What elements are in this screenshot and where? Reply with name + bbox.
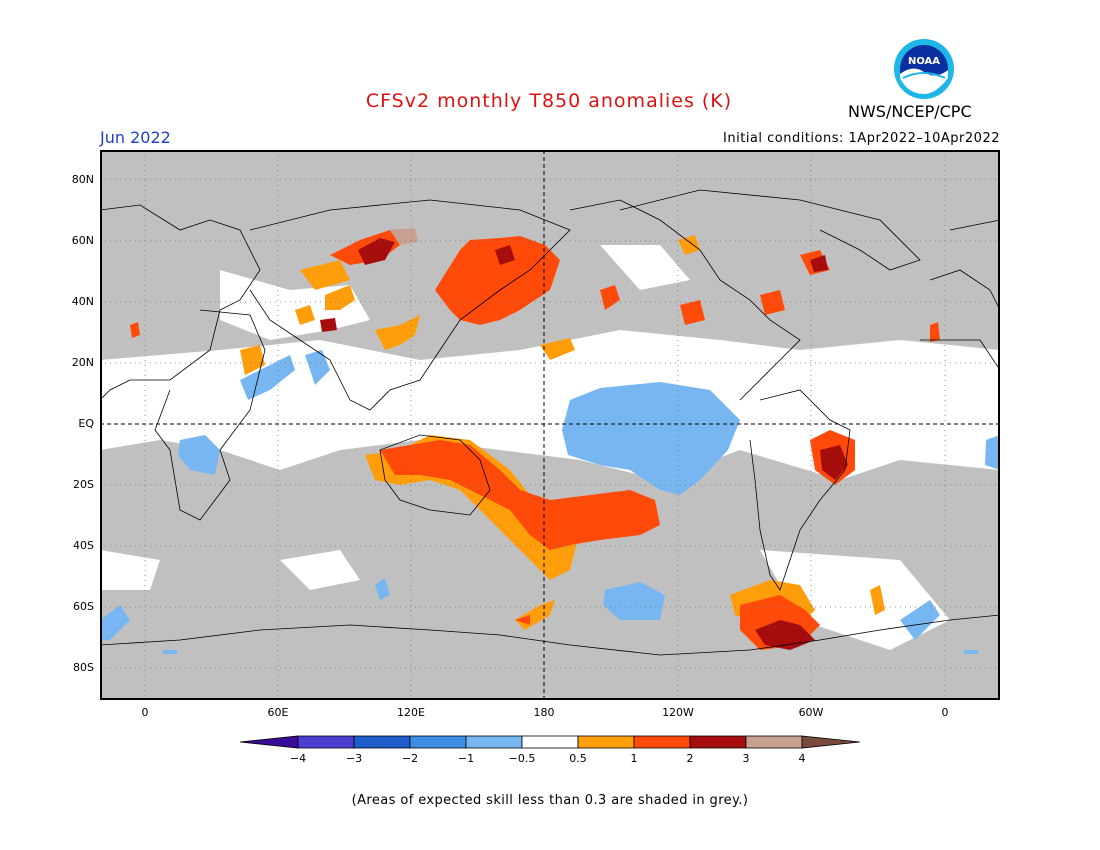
colorbar-tick-label: −3 [345, 752, 363, 765]
chart-title: CFSv2 monthly T850 anomalies (K) [365, 90, 733, 112]
agency-label: NWS/NCEP/CPC [848, 102, 972, 121]
colorbar-box [633, 735, 691, 749]
forecast-month: Jun 2022 [100, 128, 171, 147]
svg-text:NOAA: NOAA [908, 56, 940, 67]
colorbar-box [689, 735, 747, 749]
lat-label: 40N [71, 295, 94, 308]
lat-label: EQ [78, 417, 94, 430]
lat-label: 20S [73, 478, 94, 491]
colorbar [240, 735, 861, 749]
colorbar-arrow-high [801, 735, 861, 749]
colorbar-tick-label: −1 [457, 752, 475, 765]
colorbar-tick-label: 1 [630, 752, 638, 765]
colorbar-tick-label: 4 [798, 752, 806, 765]
colorbar-box [521, 735, 579, 749]
lat-label: 60S [73, 600, 94, 613]
colorbar-tick-label: 0.5 [569, 752, 587, 765]
lon-label: 0 [941, 706, 949, 719]
colorbar-arrow-low [240, 735, 299, 749]
colorbar-tick-label: −0.5 [508, 752, 536, 765]
noaa-logo: NOAA [894, 39, 954, 99]
lat-label: 40S [73, 539, 94, 552]
colorbar-box [577, 735, 635, 749]
coastlines [100, 189, 1000, 656]
colorbar-box [745, 735, 803, 749]
lon-label: 120W [662, 706, 694, 719]
negative-anomaly-regions [100, 350, 1000, 654]
colorbar-tick-label: −2 [401, 752, 419, 765]
map-frame [100, 150, 1000, 700]
lat-label: 20N [71, 356, 94, 369]
lon-label: 120E [397, 706, 425, 719]
colorbar-tick-label: 3 [742, 752, 750, 765]
colorbar-box [353, 735, 411, 749]
colorbar-box [409, 735, 467, 749]
initial-conditions: Initial conditions: 1Apr2022–10Apr2022 [723, 131, 1000, 146]
anomaly-map [100, 150, 1000, 700]
lon-label: 0 [141, 706, 149, 719]
lat-label: 80N [71, 173, 94, 186]
lat-label: 80S [73, 661, 94, 674]
lat-lon-grid [100, 150, 1000, 700]
lon-label: 60E [267, 706, 289, 719]
colorbar-tick-label: −4 [289, 752, 307, 765]
skill-footnote: (Areas of expected skill less than 0.3 a… [351, 793, 749, 808]
colorbar-box [297, 735, 355, 749]
lon-label: 60W [798, 706, 824, 719]
lon-label: 180 [533, 706, 555, 719]
colorbar-box [465, 735, 523, 749]
colorbar-tick-label: 2 [686, 752, 694, 765]
lat-label: 60N [71, 234, 94, 247]
